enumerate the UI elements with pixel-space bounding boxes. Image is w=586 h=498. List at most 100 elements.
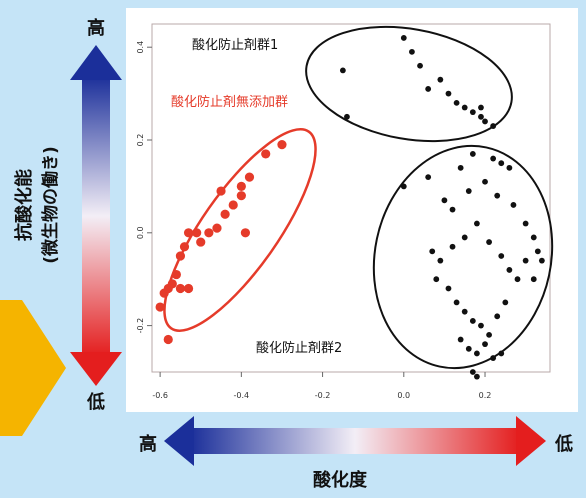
y-tick-label: 0.4 <box>136 41 145 54</box>
antioxidant-group-point <box>498 160 505 167</box>
antioxidant-group-point <box>482 341 488 348</box>
antioxidant-group-point <box>441 197 448 204</box>
antioxidant-group-point <box>449 206 456 213</box>
antioxidant-group-point <box>453 299 460 306</box>
antioxidant-group-point <box>534 248 541 255</box>
antioxidant-group-point <box>538 257 545 264</box>
antioxidant-group-point <box>409 48 415 55</box>
no-additive-point <box>228 200 238 210</box>
antioxidant-group-point <box>506 267 513 273</box>
antioxidant-group-point <box>437 257 444 264</box>
no-additive-point <box>192 228 202 238</box>
antioxidant-group-point <box>437 76 444 83</box>
no-additive-point <box>175 251 186 261</box>
antioxidant-group-point <box>478 113 484 120</box>
group2-ellipse <box>372 144 554 370</box>
antioxidant-group-point <box>490 355 497 361</box>
antioxidant-group-point <box>461 234 468 241</box>
antioxidant-group-point <box>465 188 472 194</box>
no-additive-point <box>179 242 190 252</box>
no-additive-point <box>277 140 287 150</box>
antioxidant-group-point <box>490 155 497 162</box>
no-additive-label: 酸化防止剤無添加群 <box>171 94 288 110</box>
no-additive-point <box>175 283 186 294</box>
antioxidant-group-point <box>400 35 407 41</box>
antioxidant-group-point <box>522 220 529 227</box>
vertical-high-label: 高 <box>87 17 105 39</box>
antioxidant-group-point <box>478 322 484 329</box>
no-additive-point <box>261 149 271 159</box>
x-tick-label: -0.2 <box>315 391 331 400</box>
no-additive-point <box>216 186 226 196</box>
antioxidant-group-point <box>506 164 513 171</box>
plot-background <box>126 8 578 412</box>
antioxidant-group-point <box>433 276 440 283</box>
antioxidant-group-point <box>486 239 492 245</box>
no-additive-point <box>212 223 222 233</box>
horizontal-arrow <box>164 416 546 466</box>
y-tick-label: 0.0 <box>136 226 145 239</box>
no-additive-point <box>163 334 173 345</box>
x-tick-label: 0.2 <box>479 391 492 400</box>
x-tick-label: -0.6 <box>152 391 168 400</box>
antioxidant-group-point <box>469 151 476 157</box>
vertical-arrow <box>70 45 122 386</box>
antioxidant-group-point <box>417 62 423 69</box>
antioxidant-group-point <box>530 276 537 283</box>
antioxidant-group-point <box>469 369 476 375</box>
antioxidant-group-point <box>425 174 432 181</box>
vertical-low-label: 低 <box>86 391 105 413</box>
no-additive-point <box>236 181 246 191</box>
antioxidant-group-point <box>461 308 468 315</box>
antioxidant-group-point <box>473 350 480 357</box>
no-additive-point <box>244 172 255 182</box>
scatter-points <box>155 35 545 380</box>
antioxidant-capacity-label: 抗酸化能 <box>13 169 35 241</box>
no-additive-point <box>196 237 206 247</box>
antioxidant-group-point <box>400 183 407 190</box>
antioxidant-group-point <box>482 178 488 185</box>
no-additive-point <box>171 269 181 280</box>
antioxidant-group-point <box>490 123 497 129</box>
antioxidant-group-point <box>473 373 480 380</box>
no-additive-point <box>183 283 194 294</box>
antioxidant-group-point <box>514 276 521 283</box>
antioxidant-group-point <box>478 104 484 111</box>
antioxidant-group-point <box>498 350 505 357</box>
y-axis: -0.2 0.0 0.2 0.4 <box>136 41 152 334</box>
no-additive-point <box>167 279 177 289</box>
antioxidant-group-point <box>425 86 432 92</box>
plot-frame <box>151 23 551 373</box>
y-tick-label: -0.2 <box>136 318 145 334</box>
antioxidant-group-point <box>494 313 501 320</box>
antioxidant-group-point <box>457 336 464 343</box>
no-additive-point <box>183 228 194 238</box>
antioxidant-group-point <box>486 331 492 338</box>
antioxidant-group-point <box>465 345 472 352</box>
antioxidant-group-point <box>522 257 529 264</box>
group1-ellipse <box>305 25 513 143</box>
antioxidant-group-point <box>344 113 350 120</box>
group1-label: 酸化防止剤群1 <box>192 37 278 53</box>
horizontal-high-label: 高 <box>139 433 157 455</box>
antioxidant-group-point <box>461 104 468 111</box>
antioxidant-group-point <box>510 202 517 208</box>
antioxidant-group-point <box>473 220 480 227</box>
antioxidant-group-point <box>449 243 456 250</box>
oxidation-degree-label: 酸化度 <box>313 469 368 491</box>
chevron-shape <box>0 300 66 436</box>
no-additive-point <box>236 191 246 201</box>
no-additive-ellipse <box>163 128 317 332</box>
antioxidant-group-point <box>457 164 464 171</box>
antioxidant-group-point <box>469 318 476 324</box>
antioxidant-group-point <box>498 253 505 259</box>
antioxidant-group-point <box>502 299 509 306</box>
antioxidant-group-point <box>339 67 346 74</box>
x-tick-label: -0.4 <box>234 391 250 400</box>
antioxidant-group-point <box>494 192 501 199</box>
no-additive-point <box>240 228 251 238</box>
no-additive-point <box>220 209 230 219</box>
antioxidant-group-point <box>482 118 488 125</box>
antioxidant-group-point <box>530 234 537 241</box>
